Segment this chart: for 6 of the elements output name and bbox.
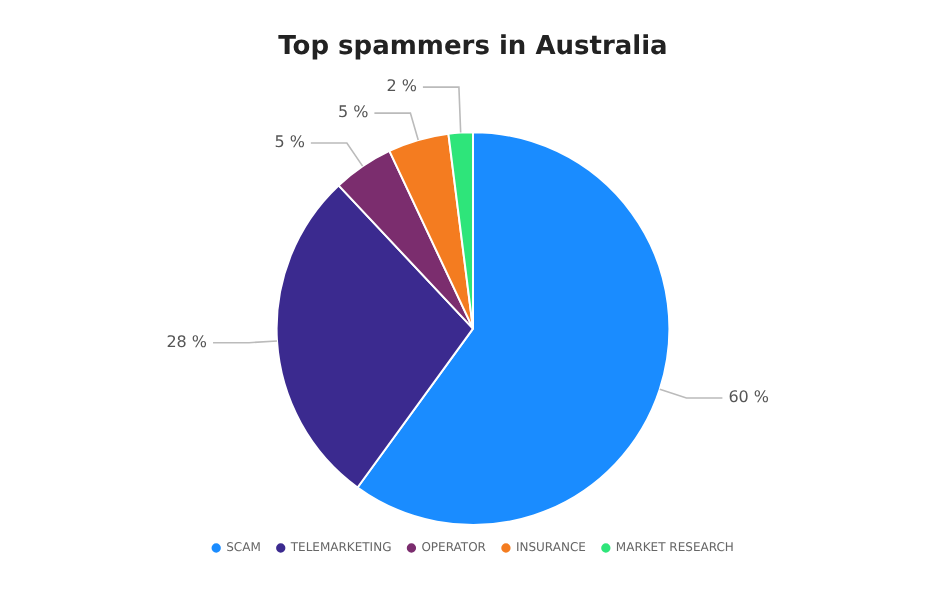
data-label: 2 % [386,77,418,96]
data-label: 28 % [166,332,208,351]
chart-title: Top spammers in Australia [278,32,668,63]
data-label: 60 % [728,388,770,407]
data-label: 5 % [274,133,306,152]
data-label: 5 % [337,103,370,122]
